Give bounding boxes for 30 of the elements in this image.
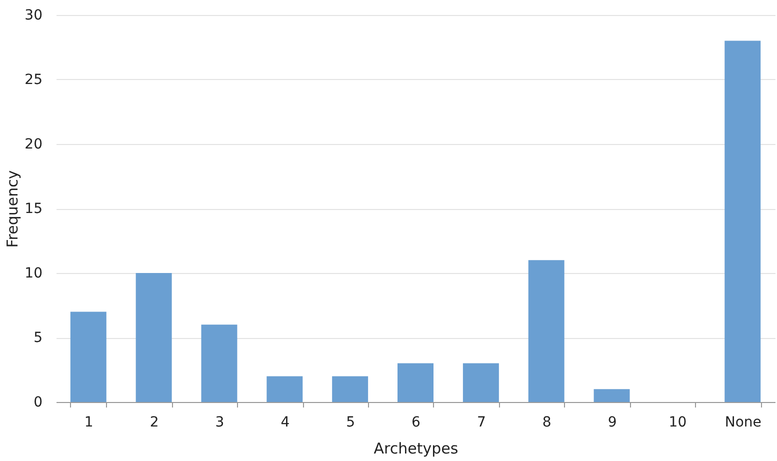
bar (462, 363, 499, 402)
y-tick-label: 10 (24, 266, 42, 282)
bar (136, 273, 172, 402)
x-axis-title: Archetypes (374, 440, 458, 458)
bar (266, 376, 303, 402)
y-tick-label: 30 (24, 8, 42, 24)
y-tick-label: 25 (24, 72, 42, 88)
bar (201, 324, 238, 402)
bar (724, 40, 761, 402)
bar (594, 389, 630, 402)
x-tick-label: 3 (215, 414, 224, 430)
x-tick-label: 8 (542, 414, 552, 430)
bar (332, 376, 368, 402)
y-tick-label: 0 (34, 394, 42, 410)
bar (398, 363, 434, 402)
y-axis-title: Frequency (4, 170, 22, 248)
x-tick-label: 7 (476, 414, 486, 430)
x-tick-label: 6 (412, 414, 421, 430)
x-tick-label: 5 (346, 414, 356, 430)
bar (528, 260, 564, 402)
bar (70, 312, 106, 402)
x-tick-label: 2 (150, 414, 159, 430)
y-tick-label: 5 (34, 330, 42, 346)
y-tick-label: 15 (24, 201, 42, 217)
x-tick-label: 10 (668, 414, 687, 430)
x-tick-label: 4 (280, 414, 290, 430)
y-tick-label: 20 (24, 136, 42, 152)
x-tick-label: 1 (84, 414, 94, 430)
x-tick-label: None (724, 414, 762, 430)
x-tick-label: 9 (608, 414, 617, 430)
